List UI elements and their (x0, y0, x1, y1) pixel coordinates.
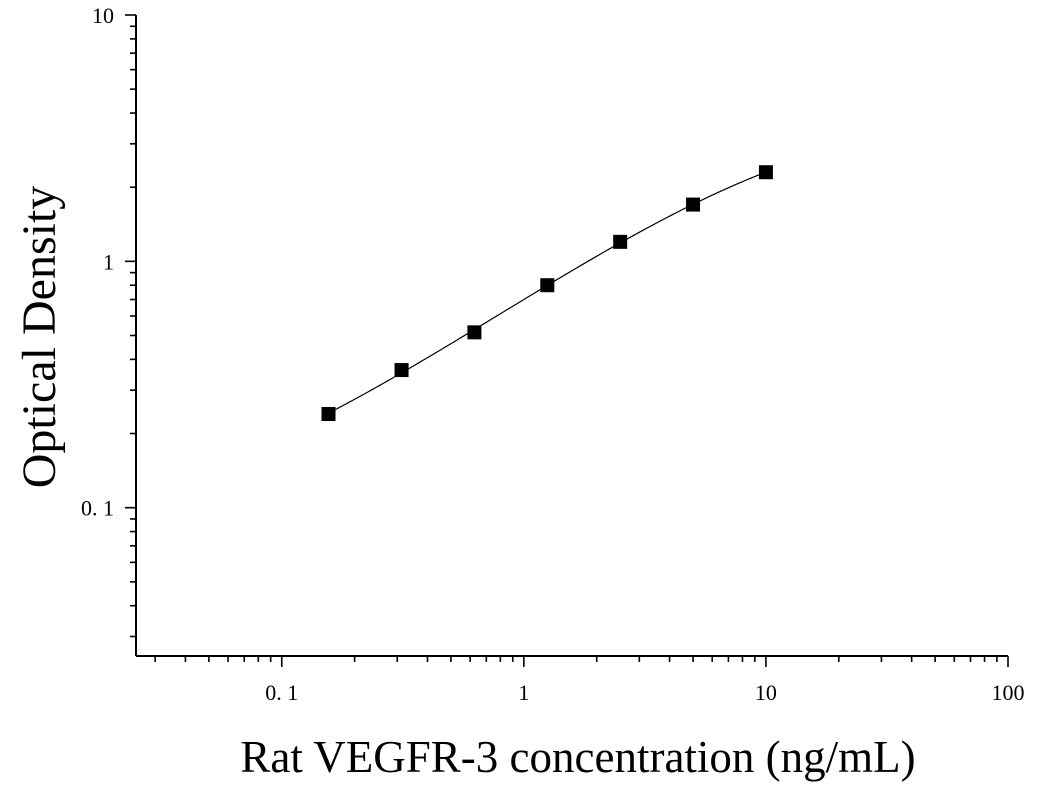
data-point (540, 278, 555, 293)
x-tick-label: 1 (518, 680, 529, 705)
y-tick-label: 0. 1 (81, 496, 114, 521)
tick-labels: 0. 1 1 10 100 0. 1 1 10 (81, 3, 1025, 705)
data-point (467, 325, 482, 340)
data-point (758, 165, 773, 180)
data-point (321, 407, 336, 422)
x-tick-label: 10 (755, 680, 777, 705)
y-tick-label: 1 (103, 249, 114, 274)
ticks (125, 14, 1009, 667)
y-tick-label: 10 (92, 3, 114, 28)
x-tick-label: 100 (992, 680, 1025, 705)
data-point (686, 197, 701, 212)
axes (135, 15, 1008, 657)
data-points (321, 165, 773, 422)
fit-curve (328, 171, 767, 414)
x-tick-label: 0. 1 (265, 680, 298, 705)
data-point (394, 363, 409, 378)
x-axis-title: Rat VEGFR-3 concentration (ng/mL) (240, 732, 915, 782)
data-point (613, 234, 628, 249)
y-axis-title: Optical Density (13, 186, 66, 489)
